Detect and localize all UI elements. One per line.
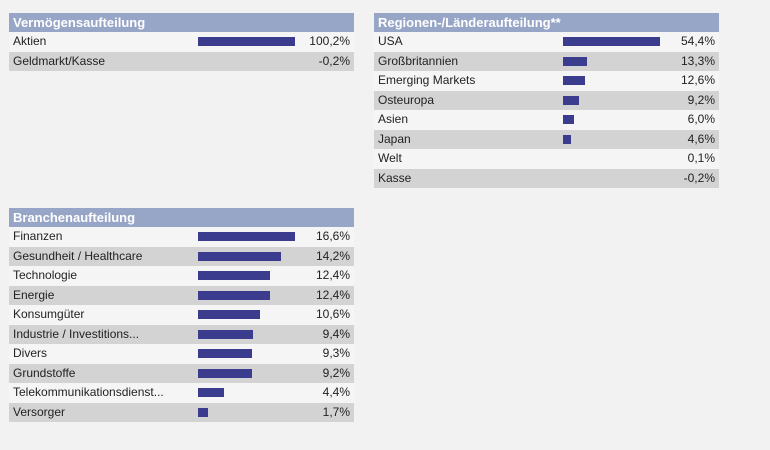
allocation-row: Industrie / Investitions... 9,4% bbox=[9, 324, 354, 344]
allocation-row: Energie 12,4% bbox=[9, 285, 354, 305]
allocation-row: Aktien 100,2% bbox=[9, 32, 354, 52]
panel-title: Vermögensaufteilung bbox=[9, 13, 354, 32]
row-label: Japan bbox=[378, 131, 411, 146]
row-label: Asien bbox=[378, 112, 409, 126]
panel-branchenaufteilung: Branchenaufteilung Finanzen 16,6% Gesundhe… bbox=[9, 208, 354, 422]
panel-title: Branchenaufteilung bbox=[9, 208, 354, 227]
allocation-row: Osteuropa 9,2% bbox=[374, 90, 719, 110]
row-value: 0,1% bbox=[687, 151, 715, 165]
allocation-row: Divers 9,3% bbox=[9, 344, 354, 364]
row-value: 12,6% bbox=[680, 73, 715, 87]
share-bar bbox=[563, 56, 587, 66]
row-label: Finanzen bbox=[13, 229, 63, 243]
row-label: Telekommunikationsdienst... bbox=[13, 385, 164, 399]
share-bar bbox=[563, 76, 585, 85]
row-value: 9,2% bbox=[687, 92, 715, 107]
share-bar bbox=[563, 115, 574, 124]
row-label: Aktien bbox=[13, 34, 47, 48]
row-value: -0,2% bbox=[683, 170, 715, 185]
row-label: Technologie bbox=[13, 268, 78, 282]
share-bar bbox=[198, 368, 252, 378]
row-value: 14,2% bbox=[315, 248, 350, 263]
row-value: 10,6% bbox=[315, 307, 350, 321]
share-bar bbox=[198, 251, 281, 261]
row-label: Konsumgüter bbox=[13, 307, 85, 321]
allocation-row: Großbritannien 13,3% bbox=[374, 51, 719, 71]
row-label: Großbritannien bbox=[378, 53, 459, 68]
allocation-row: Gesundheit / Healthcare 14,2% bbox=[9, 246, 354, 266]
share-bar bbox=[563, 95, 579, 105]
row-value: 1,7% bbox=[322, 404, 350, 419]
allocation-row: Finanzen 16,6% bbox=[9, 227, 354, 247]
row-value: 100,2% bbox=[309, 34, 350, 48]
allocation-rows: USA 54,4% Großbritannien 13,3% Emerging Mark… bbox=[374, 32, 719, 188]
allocation-row: Geldmarkt/Kasse -0,2% bbox=[9, 51, 354, 71]
row-label: Energie bbox=[13, 287, 55, 302]
row-value: 9,2% bbox=[322, 365, 350, 380]
row-label: Welt bbox=[378, 151, 402, 165]
panel-regionen-laenderaufteilung: Regionen-/Länderaufteilung** USA 54,4% Gro… bbox=[374, 13, 719, 188]
allocation-row: Telekommunikationsdienst... 4,4% bbox=[9, 383, 354, 403]
row-label: Osteuropa bbox=[378, 92, 435, 107]
row-label: Versorger bbox=[13, 404, 66, 419]
allocation-row: Japan 4,6% bbox=[374, 129, 719, 149]
row-value: 12,4% bbox=[315, 287, 350, 302]
row-value: 9,4% bbox=[322, 326, 350, 341]
share-bar bbox=[198, 310, 260, 319]
row-value: 6,0% bbox=[687, 112, 715, 126]
row-value: 16,6% bbox=[315, 229, 350, 243]
row-label: Emerging Markets bbox=[378, 73, 476, 87]
share-bar bbox=[198, 232, 295, 241]
panel-title: Regionen-/Länderaufteilung** bbox=[374, 13, 719, 32]
allocation-row: Emerging Markets 12,6% bbox=[374, 71, 719, 91]
row-value: -0,2% bbox=[318, 53, 350, 68]
row-value: 13,3% bbox=[680, 53, 715, 68]
allocation-rows: Aktien 100,2% Geldmarkt/Kasse -0,2% bbox=[9, 32, 354, 71]
row-value: 9,3% bbox=[322, 346, 350, 360]
row-label: Gesundheit / Healthcare bbox=[13, 248, 143, 263]
allocation-row: Asien 6,0% bbox=[374, 110, 719, 130]
row-label: Industrie / Investitions... bbox=[13, 326, 140, 341]
row-value: 54,4% bbox=[680, 34, 715, 48]
row-label: Grundstoffe bbox=[13, 365, 76, 380]
row-label: Geldmarkt/Kasse bbox=[13, 53, 106, 68]
row-value: 4,4% bbox=[322, 385, 350, 399]
share-bar bbox=[198, 349, 252, 358]
allocation-row: USA 54,4% bbox=[374, 32, 719, 52]
allocation-rows: Finanzen 16,6% Gesundheit / Healthcare 14,2… bbox=[9, 227, 354, 422]
share-bar bbox=[563, 37, 660, 46]
allocation-row: Grundstoffe 9,2% bbox=[9, 363, 354, 383]
row-value: 4,6% bbox=[687, 131, 715, 146]
share-bar bbox=[198, 290, 270, 300]
row-label: Kasse bbox=[378, 170, 412, 185]
share-bar bbox=[198, 329, 253, 339]
panel-vermoegensaufteilung: Vermögensaufteilung Aktien 100,2% Geldmark… bbox=[9, 13, 354, 71]
row-label: Divers bbox=[13, 346, 48, 360]
share-bar bbox=[563, 134, 571, 144]
row-value: 12,4% bbox=[315, 268, 350, 282]
allocation-row: Konsumgüter 10,6% bbox=[9, 305, 354, 325]
share-bar bbox=[198, 388, 224, 397]
share-bar bbox=[198, 271, 270, 280]
share-bar bbox=[198, 407, 208, 417]
allocation-row: Versorger 1,7% bbox=[9, 402, 354, 422]
allocation-row: Technologie 12,4% bbox=[9, 266, 354, 286]
share-bar bbox=[198, 37, 295, 46]
row-label: USA bbox=[378, 34, 403, 48]
allocation-row: Welt 0,1% bbox=[374, 149, 719, 169]
allocation-row: Kasse -0,2% bbox=[374, 168, 719, 188]
